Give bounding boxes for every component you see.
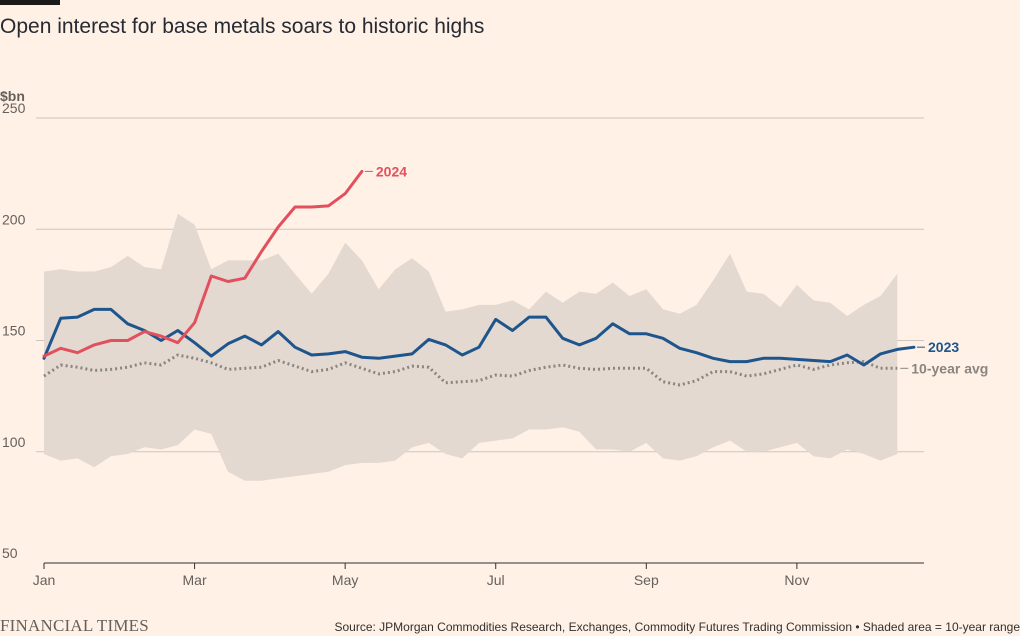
- x-tick-label: Mar: [183, 572, 207, 588]
- y-tick-label: 50: [2, 545, 18, 561]
- y-axis-unit-label: $bn: [0, 88, 25, 104]
- ten-year-range-band: [44, 213, 898, 481]
- series-line-2023: [42, 307, 916, 367]
- chart-title: Open interest for base metals soars to h…: [0, 15, 485, 38]
- y-tick-label: 200: [2, 211, 26, 227]
- source-note: Source: JPMorgan Commodities Research, E…: [334, 620, 1020, 634]
- series-label-2023: 2023: [928, 339, 959, 355]
- range-layer: [44, 213, 898, 481]
- series-label-2024: 2024: [376, 163, 407, 179]
- series-label-10-year-avg: 10-year avg: [911, 360, 988, 376]
- series-line-10-year-avg: [43, 353, 898, 387]
- axis-layer: 50 100 150 200 250$bn Jan Mar May Jul Sep Nov: [0, 88, 924, 588]
- x-tick-label: Jan: [33, 572, 56, 588]
- y-tick-label: 100: [2, 434, 26, 450]
- brand-accent-bar: [0, 0, 60, 5]
- x-tick-label: Jul: [487, 572, 505, 588]
- x-tick-label: May: [332, 572, 358, 588]
- y-tick-label: 250: [2, 100, 26, 116]
- y-tick-label: 150: [2, 323, 26, 339]
- series-layer: [42, 169, 916, 387]
- label-layer: 10-year avg 2023 2024: [364, 163, 988, 376]
- x-tick-label: Nov: [784, 572, 809, 588]
- ft-brand-logo: FINANCIAL TIMES: [0, 616, 149, 635]
- x-tick-label: Sep: [634, 572, 659, 588]
- series-line-2024: [42, 169, 364, 358]
